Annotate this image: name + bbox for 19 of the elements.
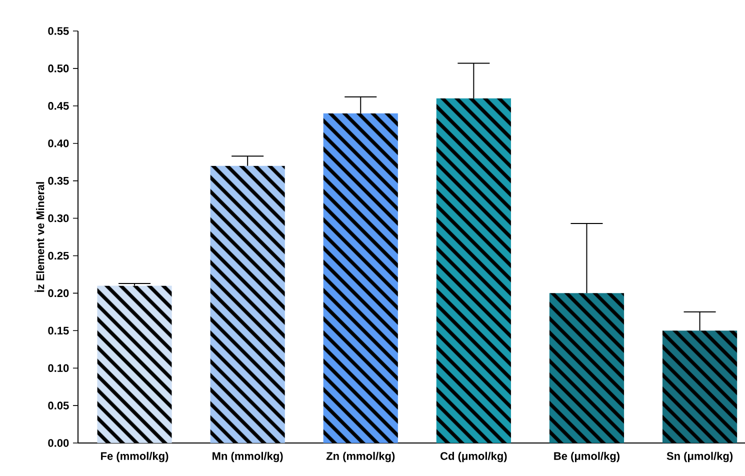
y-tick-label: 0.10: [48, 364, 69, 372]
x-tick-label: Fe (mmol/kg): [101, 452, 168, 462]
y-tick-label: 0.00: [48, 439, 69, 447]
y-tick-label: 0.20: [48, 289, 69, 298]
x-tick-label: Sn (μmol/kg): [666, 452, 733, 462]
y-tick-label: 0.55: [48, 27, 69, 35]
y-tick-label: 0.05: [48, 402, 69, 410]
y-tick-label: 0.25: [48, 252, 69, 260]
x-tick-label: Mn (mmol/kg): [212, 452, 283, 462]
x-tick-label: Zn (mmol/kg): [326, 452, 395, 462]
y-tick-label: 0.40: [48, 139, 69, 148]
y-axis-title: İz Element ve Mineral: [34, 182, 44, 292]
x-tick-label: Be (μmol/kg): [554, 452, 620, 462]
y-tick-label: 0.35: [48, 176, 69, 185]
y-tick-label: 0.15: [48, 326, 69, 335]
y-tick-label: 0.30: [48, 214, 69, 222]
y-tick-label: 0.50: [48, 64, 69, 72]
y-tick-label: 0.45: [48, 102, 69, 110]
x-tick-label: Cd (μmol/kg): [440, 452, 507, 462]
